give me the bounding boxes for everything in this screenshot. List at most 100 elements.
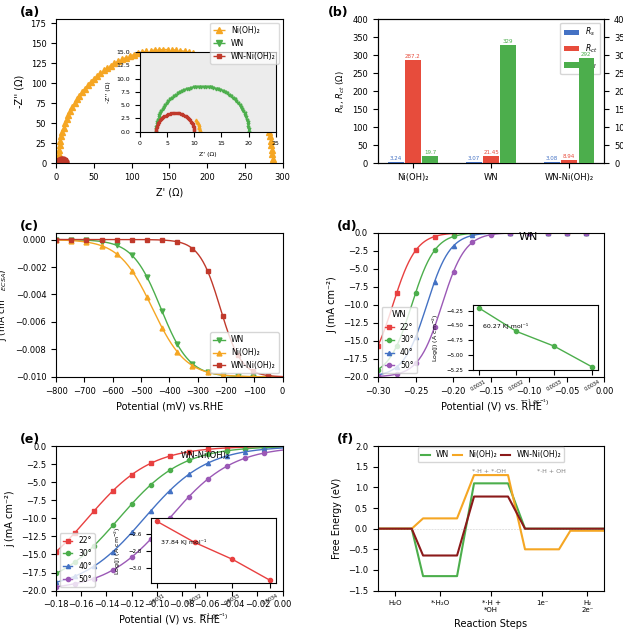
- Text: 329: 329: [503, 39, 513, 44]
- Line: WN: WN: [54, 237, 285, 379]
- Ni(OH)₂: [408, 525, 416, 533]
- 40°: [53, 578, 60, 586]
- 30°: [513, 229, 520, 236]
- WN-Ni(OH)₂: [59, 156, 66, 163]
- WN-Ni(OH)₂: [57, 156, 65, 163]
- WN-Ni(OH)₂: [566, 525, 574, 533]
- 40°: [186, 469, 194, 477]
- Bar: [388, 162, 404, 163]
- Line: 40°: 40°: [54, 446, 285, 584]
- 50°: [187, 491, 194, 498]
- WN: [55, 159, 62, 166]
- WN: [57, 159, 65, 166]
- WN: [504, 479, 511, 487]
- Text: 8.94: 8.94: [563, 154, 575, 159]
- WN: [57, 159, 65, 167]
- 22°: [508, 229, 516, 236]
- WN: [56, 158, 64, 166]
- WN: [57, 159, 65, 166]
- WN-Ni(OH)₂: [521, 525, 529, 533]
- WN-Ni(OH)₂: [374, 525, 381, 533]
- Y-axis label: j (mA cm⁻²): j (mA cm⁻²): [5, 490, 16, 547]
- WN: [408, 525, 416, 533]
- Ni(OH)₂: [555, 545, 563, 553]
- WN: [243, 373, 250, 380]
- 30°: [52, 570, 60, 577]
- WN: [555, 525, 563, 533]
- Ni(OH)₂: [374, 525, 381, 533]
- WN-Ni(OH)₂: [60, 156, 68, 164]
- WN: [55, 159, 62, 167]
- 22°: [53, 547, 60, 555]
- Legend: $R_s$, $R_{ct}$, $C_{dl}$: $R_s$, $R_{ct}$, $C_{dl}$: [561, 23, 601, 74]
- 50°: [508, 229, 516, 237]
- X-axis label: Potential (mV) vs.RHE: Potential (mV) vs.RHE: [116, 401, 223, 411]
- Ni(OH)₂: [100, 67, 107, 74]
- WN-Ni(OH)₂: [52, 236, 60, 243]
- WN-Ni(OH)₂: [55, 159, 62, 167]
- 22°: [187, 448, 194, 455]
- Text: (d): (d): [337, 220, 358, 233]
- WN: [55, 159, 62, 166]
- Ni(OH)₂: [419, 514, 427, 522]
- WN-Ni(OH)₂: [566, 525, 574, 533]
- 22°: [509, 229, 516, 236]
- 22°: [186, 448, 194, 455]
- 40°: [375, 371, 383, 378]
- WN-Ni(OH)₂: [62, 158, 69, 166]
- Ni(OH)₂: [521, 545, 529, 553]
- Ni(OH)₂: [243, 373, 250, 380]
- 40°: [258, 446, 265, 453]
- Legend: 22°, 30°, 40°, 50°: 22°, 30°, 40°, 50°: [381, 307, 417, 373]
- WN: [55, 158, 63, 166]
- 50°: [258, 450, 265, 457]
- WN: [504, 479, 511, 487]
- 30°: [279, 443, 287, 451]
- 22°: [52, 548, 60, 556]
- Ni(OH)₂: [269, 159, 277, 167]
- WN: [55, 158, 62, 166]
- WN-Ni(OH)₂: [57, 156, 65, 163]
- Ni(OH)₂: [566, 527, 574, 535]
- Ni(OH)₂: [504, 471, 511, 479]
- WN-Ni(OH)₂: [60, 156, 68, 164]
- X-axis label: Reaction Steps: Reaction Steps: [454, 619, 528, 629]
- WN-Ni(OH)₂: [55, 159, 62, 166]
- WN-Ni(OH)₂: [55, 157, 63, 164]
- WN-Ni(OH)₂: [61, 156, 69, 164]
- WN: [566, 525, 574, 533]
- Line: 30°: 30°: [376, 231, 606, 371]
- Line: WN: WN: [378, 483, 604, 576]
- Ni(OH)₂: [555, 545, 563, 553]
- 22°: [243, 443, 250, 451]
- Text: 3.08: 3.08: [546, 156, 558, 161]
- 50°: [53, 583, 60, 591]
- WN: [57, 158, 64, 166]
- WN-Ni(OH)₂: [55, 157, 63, 164]
- 30°: [186, 456, 194, 464]
- WN-Ni(OH)₂: [470, 493, 478, 500]
- 22°: [601, 229, 608, 236]
- WN: [55, 159, 62, 166]
- Text: WN-Ni(OH)₂: WN-Ni(OH)₂: [181, 451, 230, 460]
- Text: 21.45: 21.45: [483, 150, 499, 154]
- Text: (e): (e): [20, 433, 40, 446]
- Text: *·H + *·OH: *·H + *·OH: [472, 469, 506, 474]
- Ni(OH)₂: [470, 471, 478, 479]
- Text: WN: WN: [518, 232, 538, 242]
- WN-Ni(OH)₂: [555, 525, 563, 533]
- WN: [187, 359, 194, 366]
- WN-Ni(OH)₂: [61, 157, 69, 164]
- WN-Ni(OH)₂: [55, 158, 62, 166]
- 40°: [601, 229, 608, 236]
- 30°: [565, 229, 573, 236]
- WN: [57, 159, 65, 167]
- Ni(OH)₂: [408, 525, 416, 533]
- Line: 22°: 22°: [54, 444, 285, 554]
- 30°: [374, 366, 381, 373]
- WN: [55, 159, 62, 167]
- WN-Ni(OH)₂: [60, 156, 67, 163]
- 50°: [513, 229, 520, 237]
- Y-axis label: -Z'' (Ω): -Z'' (Ω): [15, 74, 25, 108]
- 40°: [243, 448, 250, 455]
